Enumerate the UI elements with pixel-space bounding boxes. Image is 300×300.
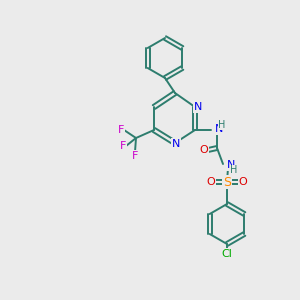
Text: F: F bbox=[118, 125, 124, 135]
Text: F: F bbox=[120, 141, 126, 151]
Text: H: H bbox=[230, 165, 238, 175]
Text: N: N bbox=[215, 124, 224, 134]
Text: N: N bbox=[227, 160, 236, 170]
Text: S: S bbox=[223, 176, 231, 188]
Text: O: O bbox=[207, 177, 215, 187]
Text: F: F bbox=[132, 151, 138, 161]
Text: O: O bbox=[200, 145, 208, 155]
Text: O: O bbox=[238, 177, 247, 187]
Text: Cl: Cl bbox=[222, 249, 232, 259]
Text: H: H bbox=[218, 120, 226, 130]
Text: N: N bbox=[194, 102, 202, 112]
Text: N: N bbox=[172, 139, 180, 149]
